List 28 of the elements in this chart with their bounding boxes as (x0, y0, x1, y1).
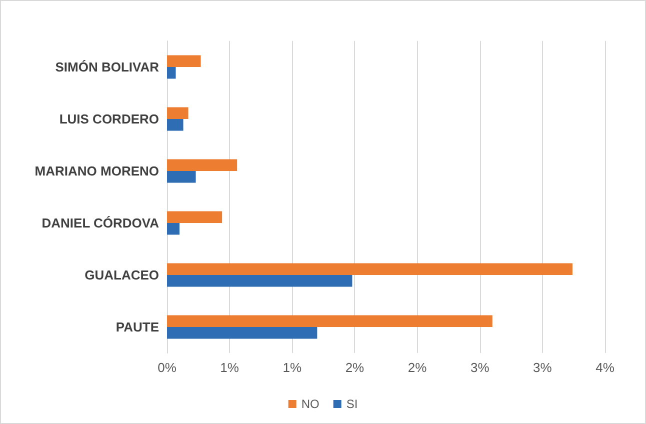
y-tick-label: MARIANO MORENO (34, 164, 159, 178)
bar (167, 171, 196, 183)
x-tick-label: 3% (533, 360, 552, 375)
bar (167, 275, 352, 287)
x-tick-label: 1% (220, 360, 240, 375)
x-tick-label: 3% (470, 360, 490, 375)
bar (167, 55, 201, 67)
y-tick-label: SIMÓN BOLIVAR (55, 60, 160, 74)
x-tick-label: 1% (282, 360, 302, 375)
bar (167, 159, 238, 171)
bar (167, 263, 572, 275)
bar (167, 223, 180, 235)
legend-label: NO (301, 397, 320, 411)
y-tick-label: GUALACEO (84, 268, 159, 282)
bar (167, 107, 188, 119)
y-tick-label: PAUTE (116, 320, 160, 334)
bar (167, 67, 176, 79)
y-tick-label: DANIEL CÓRDOVA (42, 216, 160, 230)
x-tick-label: 2% (408, 360, 428, 375)
bar (167, 315, 492, 327)
legend-label: SI (346, 397, 358, 411)
x-tick-label: 2% (345, 360, 365, 375)
x-tick-label: 0% (158, 360, 177, 375)
y-tick-label: LUIS CORDERO (59, 112, 159, 126)
x-tick-label: 4% (596, 360, 615, 375)
bar (167, 119, 184, 131)
bar (167, 211, 222, 223)
bar (167, 327, 318, 339)
